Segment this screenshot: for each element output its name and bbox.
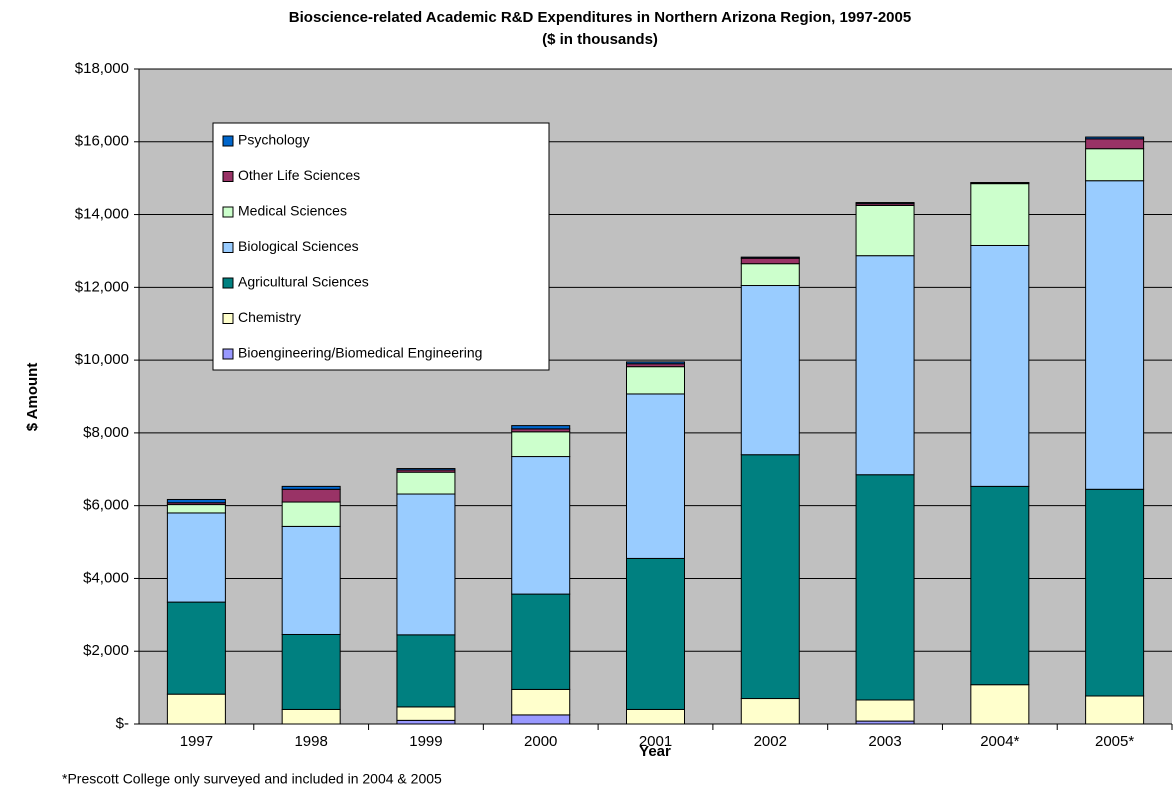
y-tick-label: $18,000 xyxy=(75,60,129,77)
chart-subtitle: ($ in thousands) xyxy=(542,31,658,48)
bar-segment xyxy=(740,257,800,265)
legend-label: Chemistry xyxy=(238,309,301,325)
y-tick-label: $8,000 xyxy=(83,424,129,441)
bar-segment xyxy=(281,633,341,710)
bar-segment xyxy=(970,244,1030,487)
bar-segment xyxy=(970,183,1030,246)
y-axis-label: $ Amount xyxy=(24,363,41,432)
bar-segment xyxy=(511,431,571,458)
bar-segment xyxy=(855,255,915,476)
bar-segment xyxy=(1085,180,1145,490)
bar-segment xyxy=(626,366,685,395)
bar-segment xyxy=(166,504,226,514)
x-tick-label: 1997 xyxy=(180,733,213,750)
legend-swatch xyxy=(222,135,234,147)
y-tick-label: $6,000 xyxy=(83,497,129,514)
bar-segment xyxy=(511,688,571,716)
bar-segment xyxy=(626,361,685,365)
y-tick-label: $16,000 xyxy=(75,133,129,150)
y-tick-label: $2,000 xyxy=(83,642,129,659)
bar-segment xyxy=(511,714,571,725)
bar-segment xyxy=(281,488,341,503)
x-tick-label: 2004* xyxy=(980,733,1019,750)
bar-segment xyxy=(740,285,800,456)
bar-segment xyxy=(855,474,915,701)
y-tick-label: $14,000 xyxy=(75,206,129,223)
x-tick-label: 2000 xyxy=(524,733,557,750)
legend-swatch xyxy=(222,206,234,218)
y-tick-label: $4,000 xyxy=(83,569,129,586)
bar-segment xyxy=(396,468,456,471)
x-tick-label: 2001 xyxy=(639,733,672,750)
bar-segment xyxy=(626,708,685,725)
bar-segment xyxy=(396,493,456,636)
bar-segment xyxy=(511,593,571,690)
bar-segment xyxy=(281,485,341,490)
y-tick-label: $- xyxy=(116,715,129,732)
chart-title: Bioscience-related Academic R&D Expendit… xyxy=(289,9,911,26)
bar-segment xyxy=(740,263,800,287)
bar-segment xyxy=(855,699,915,722)
legend-box xyxy=(212,122,550,371)
bar-segment xyxy=(1085,138,1145,150)
bar-segment xyxy=(740,454,800,700)
legend-swatch xyxy=(222,348,234,360)
bar-segment xyxy=(166,693,226,725)
bar-segment xyxy=(281,525,341,635)
bar-segment xyxy=(166,601,226,695)
x-tick-label: 1998 xyxy=(294,733,327,750)
bar-segment xyxy=(511,425,571,430)
bar-segment xyxy=(1085,488,1145,697)
bar-segment xyxy=(396,719,456,725)
footnote: *Prescott College only surveyed and incl… xyxy=(62,771,442,787)
legend-swatch xyxy=(222,171,234,182)
bar-segment xyxy=(970,684,1030,725)
legend-label: Other Life Sciences xyxy=(238,167,360,183)
legend-label: Psychology xyxy=(238,132,310,148)
bar-segment xyxy=(740,256,800,259)
bar-segment xyxy=(166,512,226,603)
bar-segment xyxy=(626,557,685,710)
bar-segment xyxy=(396,706,456,721)
x-tick-label: 2005* xyxy=(1095,733,1134,750)
bar-segment xyxy=(1085,695,1145,725)
bar-segment xyxy=(740,698,800,725)
bar-segment xyxy=(396,634,456,708)
legend-swatch xyxy=(222,277,234,289)
x-tick-label: 1999 xyxy=(409,733,442,750)
legend-label: Biological Sciences xyxy=(238,238,359,254)
y-tick-label: $12,000 xyxy=(75,278,129,295)
bar-segment xyxy=(1085,148,1145,182)
bar-segment xyxy=(511,456,571,595)
bar-segment xyxy=(855,202,915,205)
legend-label: Agricultural Sciences xyxy=(238,274,369,290)
legend-swatch xyxy=(222,313,234,324)
bar-segment xyxy=(1085,136,1145,140)
x-tick-label: 2002 xyxy=(754,733,787,750)
bar-segment xyxy=(970,485,1030,686)
bar-segment xyxy=(396,471,456,495)
bar-segment xyxy=(281,708,341,725)
bar-segment xyxy=(626,393,685,559)
bar-segment xyxy=(855,204,915,257)
legend-swatch xyxy=(222,242,234,253)
bar-segment xyxy=(166,498,226,504)
x-tick-label: 2003 xyxy=(868,733,901,750)
y-tick-label: $10,000 xyxy=(75,351,129,368)
bar-segment xyxy=(281,501,341,527)
legend-label: Bioengineering/Biomedical Engineering xyxy=(238,345,482,361)
x-axis-label: Year xyxy=(639,743,671,760)
legend-label: Medical Sciences xyxy=(238,203,347,219)
